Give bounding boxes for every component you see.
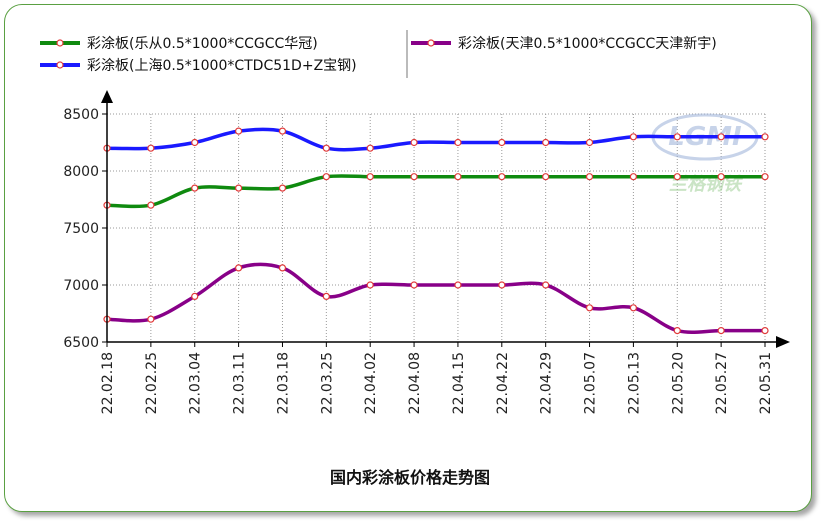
grid [107, 113, 766, 342]
series-line [106, 174, 765, 209]
data-point [366, 281, 374, 289]
legend-item-1: 彩涂板(乐从0.5*1000*CCGCC华冠) [40, 36, 318, 52]
y-tick-labels: 6500 7000 7500 8000 8500 [63, 107, 99, 351]
data-point [542, 138, 550, 147]
data-point [585, 304, 594, 312]
x-tick-label: 22.03.04 [188, 352, 204, 414]
series-1 [103, 173, 769, 209]
x-tick-label: 22.05.07 [583, 352, 599, 414]
data-point [717, 133, 725, 141]
y-tick-label: 8500 [63, 107, 99, 123]
legend-marker [56, 61, 64, 69]
data-point [410, 173, 418, 181]
data-point [191, 184, 199, 192]
data-point [366, 173, 374, 181]
data-point [673, 133, 681, 141]
legend-marker [427, 39, 435, 47]
data-point [761, 327, 769, 335]
x-tick-label: 22.03.18 [275, 352, 291, 414]
data-point [629, 304, 638, 312]
data-point [454, 173, 462, 181]
lgmi-watermark: LGMI 兰格钢铁 [651, 113, 759, 195]
legend: 彩涂板(乐从0.5*1000*CCGCC华冠) 彩涂板(上海0.5*1000*CT… [40, 30, 717, 78]
data-point [585, 173, 594, 181]
data-point [498, 138, 506, 147]
x-tick-label: 22.05.27 [714, 352, 730, 414]
data-point [235, 264, 243, 272]
legend-label: 彩涂板(天津0.5*1000*CCGCC天津新宇) [458, 36, 717, 52]
data-point [542, 281, 550, 289]
watermark-chinese-text: 兰格钢铁 [669, 174, 744, 195]
data-point [191, 138, 199, 147]
data-point [235, 127, 243, 135]
x-tick-label: 22.02.18 [100, 352, 116, 414]
data-point [191, 292, 199, 300]
data-point [454, 281, 462, 289]
y-tick-label: 6500 [63, 335, 99, 351]
data-point [147, 315, 155, 323]
data-point [585, 138, 594, 147]
data-point [278, 264, 287, 272]
series-line [106, 127, 766, 152]
y-tick-label: 7500 [63, 221, 99, 237]
data-point [542, 173, 550, 181]
data-point [235, 184, 243, 192]
series-layer [103, 127, 769, 335]
data-point [761, 173, 769, 181]
data-point [322, 144, 330, 152]
data-point [278, 184, 287, 192]
data-point [673, 327, 681, 335]
legend-label: 彩涂板(乐从0.5*1000*CCGCC华冠) [87, 36, 318, 52]
data-point [410, 281, 418, 289]
data-point [147, 144, 155, 152]
series-3 [103, 262, 769, 335]
legend-marker [56, 39, 64, 47]
data-point [454, 138, 462, 147]
axes [101, 90, 790, 348]
data-point [629, 133, 638, 141]
x-tick-label: 22.04.29 [539, 352, 555, 414]
data-point [498, 173, 506, 181]
data-point [717, 173, 725, 181]
data-point [366, 144, 374, 152]
y-tick-label: 7000 [63, 278, 99, 294]
x-tick-label: 22.05.31 [758, 352, 774, 414]
y-axis-arrow [101, 90, 113, 103]
data-point [761, 133, 769, 141]
legend-item-3: 彩涂板(天津0.5*1000*CCGCC天津新宇) [411, 36, 717, 52]
x-tick-label: 22.02.25 [144, 352, 160, 414]
x-tick-label: 22.03.25 [319, 352, 335, 414]
x-tick-labels: 22.02.18 22.02.25 22.03.04 22.03.11 22.03.18… [100, 352, 774, 414]
x-tick-label: 22.04.02 [363, 352, 379, 414]
data-point [410, 138, 418, 147]
x-axis-arrow [776, 336, 790, 348]
series-line [106, 262, 765, 335]
y-tick-label: 8000 [63, 164, 99, 180]
x-tick-label: 22.04.15 [451, 352, 467, 414]
series-2 [103, 127, 769, 152]
data-point [278, 127, 287, 135]
data-point [673, 173, 681, 181]
data-point [629, 173, 638, 181]
x-tick-label: 22.04.22 [495, 352, 511, 414]
data-point [498, 281, 506, 289]
chart-title: 国内彩涂板价格走势图 [330, 468, 490, 487]
data-point [717, 327, 725, 335]
data-point [147, 201, 155, 209]
x-tick-label: 22.05.20 [670, 352, 686, 414]
x-tick-label: 22.05.13 [626, 352, 642, 414]
data-point [322, 292, 330, 300]
data-point [322, 173, 330, 181]
x-tick-label: 22.03.11 [232, 352, 248, 414]
legend-label: 彩涂板(上海0.5*1000*CTDC51D+Z宝钢) [87, 58, 357, 74]
legend-item-2: 彩涂板(上海0.5*1000*CTDC51D+Z宝钢) [40, 58, 357, 74]
x-tick-label: 22.04.08 [407, 352, 423, 414]
